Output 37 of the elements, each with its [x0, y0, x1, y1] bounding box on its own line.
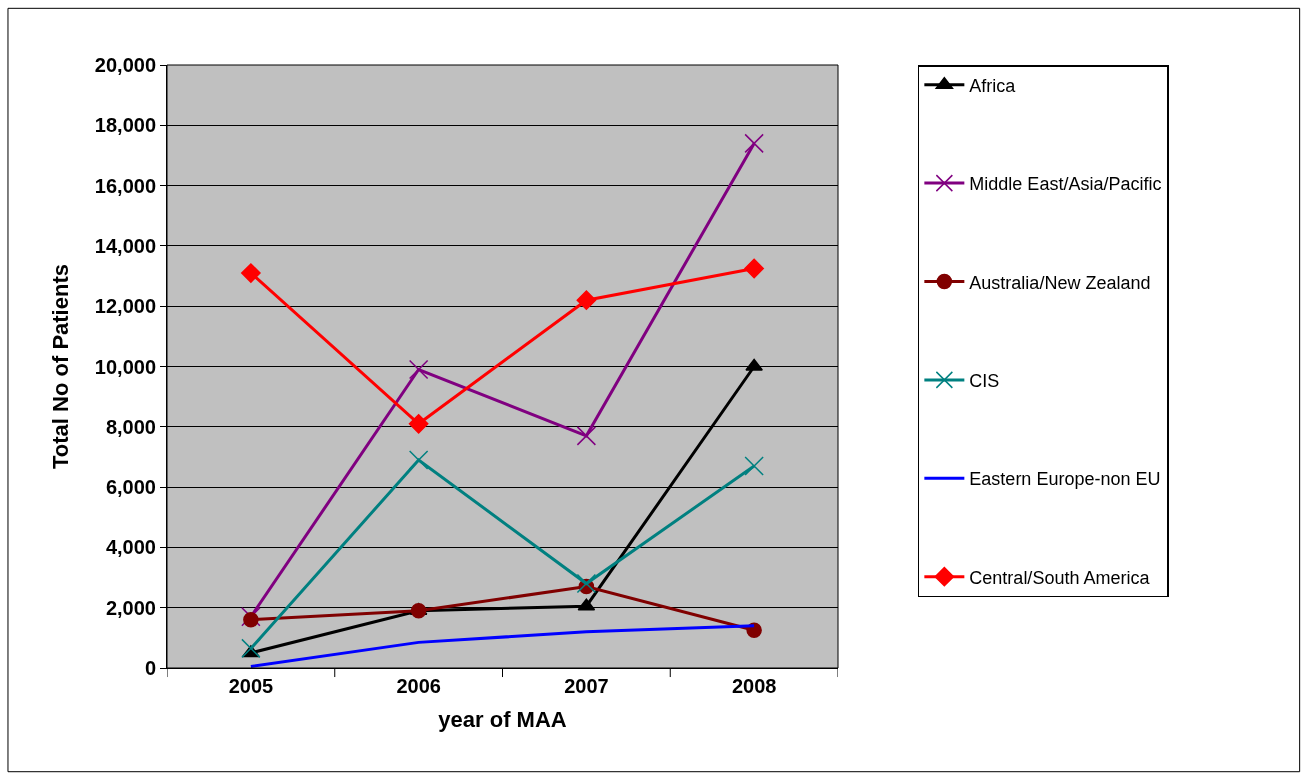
y-tick-label: 16,000 — [94, 174, 156, 197]
x-tick-label: 2007 — [564, 675, 609, 697]
point — [576, 426, 597, 446]
y-axis-title: Total No of Patients — [47, 264, 73, 469]
point — [408, 450, 429, 470]
y-tick-label: 6,000 — [105, 476, 156, 499]
y-tick-label: 14,000 — [94, 234, 156, 257]
point — [744, 133, 764, 154]
point — [576, 290, 597, 311]
y-tick-label: 12,000 — [94, 295, 156, 318]
legend-label: CIS — [969, 370, 1000, 391]
point — [241, 638, 261, 659]
x-tick-label: 2005 — [228, 675, 274, 697]
y-tick-label: 8,000 — [105, 415, 156, 438]
y-tick-label: 4,000 — [105, 536, 156, 559]
point — [410, 602, 427, 619]
legend-label: Eastern Europe-non EU — [969, 469, 1161, 490]
legend-label: Australia/New Zealand — [969, 272, 1151, 293]
point — [408, 359, 429, 380]
point — [408, 413, 429, 434]
point — [744, 258, 764, 279]
y-tick-label: 10,000 — [94, 355, 156, 378]
x-tick-label: 2008 — [731, 675, 777, 697]
point — [576, 573, 597, 594]
point — [745, 358, 763, 371]
y-tick-label: 20,000 — [94, 54, 156, 76]
point — [744, 456, 764, 476]
y-tick-label: 2,000 — [105, 596, 156, 619]
y-tick-label: 0 — [144, 657, 156, 679]
y-tick-label: 18,000 — [94, 114, 156, 137]
point — [243, 612, 259, 628]
legend-label: Africa — [969, 75, 1017, 96]
legend-label: Middle East/Asia/Pacific — [969, 174, 1162, 195]
legend-label: Central/South America — [969, 567, 1151, 588]
x-axis-title: year of MAA — [438, 706, 567, 732]
point — [241, 263, 261, 283]
x-tick-label: 2006 — [396, 675, 441, 697]
